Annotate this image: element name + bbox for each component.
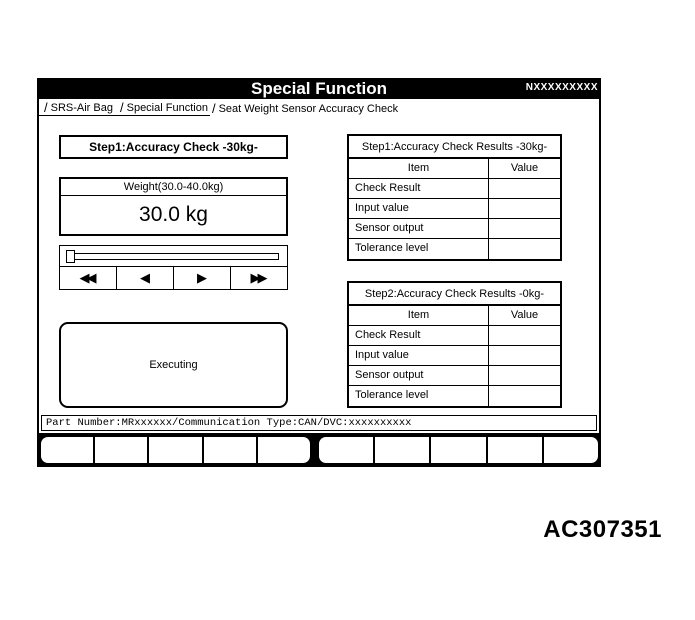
slider-track[interactable] — [70, 253, 279, 260]
figure-code: AC307351 — [543, 516, 662, 543]
weight-range-label: Weight(30.0-40.0kg) — [61, 179, 286, 196]
item-cell: Input value — [349, 199, 489, 218]
breadcrumb-label: SRS-Air Bag — [50, 102, 113, 114]
item-column-header: Item — [349, 159, 489, 178]
slash-separator: / — [44, 100, 48, 115]
function-key-slot[interactable] — [41, 437, 93, 463]
breadcrumb-label: Special Function — [126, 102, 208, 114]
item-cell: Check Result — [349, 326, 489, 345]
table-row: Check Result — [349, 179, 560, 199]
step1-results-table: Step1:Accuracy Check Results -30kg- Item… — [347, 134, 562, 261]
function-key-group-right — [319, 437, 598, 463]
screen-body: / SRS-Air Bag / Special Function / Seat … — [37, 99, 601, 433]
table-header-row: Item Value — [349, 159, 560, 179]
value-column-header: Value — [510, 309, 539, 321]
function-key-group-left — [41, 437, 310, 463]
value-cell — [489, 239, 560, 259]
weight-slider[interactable] — [59, 245, 288, 267]
item-cell: Check Result — [349, 179, 489, 198]
function-key-slot[interactable] — [373, 437, 429, 463]
fast-rewind-button[interactable]: ◀◀ — [60, 267, 116, 289]
breadcrumb-tab-srs-air-bag[interactable]: / SRS-Air Bag — [39, 99, 115, 116]
slash-separator: / — [119, 100, 124, 115]
table-row: Sensor output — [349, 219, 560, 239]
value-cell — [489, 199, 560, 218]
table-row: Sensor output — [349, 366, 560, 386]
table-title: Step1:Accuracy Check Results -30kg- — [349, 136, 560, 159]
step2-results-table: Step2:Accuracy Check Results -0kg- Item … — [347, 281, 562, 408]
breadcrumb-tab-special-function[interactable]: / Special Function — [114, 99, 210, 116]
item-column-header: Item — [349, 306, 489, 325]
function-key-slot[interactable] — [429, 437, 485, 463]
table-row: Check Result — [349, 326, 560, 346]
vin-code: NXXXXXXXXX — [525, 82, 598, 93]
item-cell: Tolerance level — [349, 386, 489, 406]
fast-forward-button[interactable]: ▶▶ — [230, 267, 287, 289]
value-cell — [489, 326, 560, 345]
breadcrumb: / SRS-Air Bag / Special Function / Seat … — [39, 99, 599, 116]
table-row: Tolerance level — [349, 239, 560, 259]
item-cell: Input value — [349, 346, 489, 365]
function-key-slot[interactable] — [319, 437, 373, 463]
scan-tool-screen: Special Function NXXXXXXXXX / SRS-Air Ba… — [37, 78, 601, 467]
page-title: Special Function — [250, 79, 388, 98]
slider-button-row: ◀◀ ◀ ▶ ▶▶ — [59, 266, 288, 290]
breadcrumb-tab-seat-weight-sensor-accuracy-check[interactable]: / Seat Weight Sensor Accuracy Check — [210, 99, 400, 116]
table-header-row: Item Value — [349, 306, 560, 326]
function-key-strip — [37, 433, 601, 467]
value-cell — [489, 179, 560, 198]
part-number-status-bar: Part Number:MRxxxxxx/Communication Type:… — [41, 415, 597, 431]
left-arrow-icon: ◀ — [140, 270, 150, 285]
breadcrumb-label: Seat Weight Sensor Accuracy Check — [218, 103, 399, 115]
table-title: Step2:Accuracy Check Results -0kg- — [349, 283, 560, 306]
item-cell: Tolerance level — [349, 239, 489, 259]
item-cell: Sensor output — [349, 219, 489, 238]
value-cell — [489, 386, 560, 406]
step-up-button[interactable]: ▶ — [173, 267, 230, 289]
weight-value: 30.0 kg — [139, 203, 208, 226]
executing-label: Executing — [149, 359, 198, 371]
right-arrow-icon: ▶ — [197, 270, 207, 285]
function-key-slot[interactable] — [93, 437, 147, 463]
value-cell — [489, 219, 560, 238]
value-cell — [489, 366, 560, 385]
function-key-slot[interactable] — [541, 437, 598, 463]
function-key-slot[interactable] — [147, 437, 201, 463]
double-right-arrow-icon: ▶▶ — [250, 270, 268, 285]
value-column-header: Value — [510, 162, 539, 174]
executing-button[interactable]: Executing — [59, 322, 288, 408]
function-key-slot[interactable] — [255, 437, 310, 463]
slider-thumb[interactable] — [66, 250, 75, 263]
slash-separator: / — [211, 101, 216, 116]
title-bar: Special Function NXXXXXXXXX — [37, 78, 601, 99]
step-down-button[interactable]: ◀ — [116, 267, 173, 289]
table-row: Input value — [349, 199, 560, 219]
table-row: Tolerance level — [349, 386, 560, 406]
item-cell: Sensor output — [349, 366, 489, 385]
function-key-slot[interactable] — [201, 437, 256, 463]
double-left-arrow-icon: ◀◀ — [79, 270, 97, 285]
function-key-slot[interactable] — [485, 437, 542, 463]
step-header: Step1:Accuracy Check -30kg- — [59, 135, 288, 159]
value-cell — [489, 346, 560, 365]
weight-display: Weight(30.0-40.0kg) 30.0 kg — [59, 177, 288, 236]
table-row: Input value — [349, 346, 560, 366]
